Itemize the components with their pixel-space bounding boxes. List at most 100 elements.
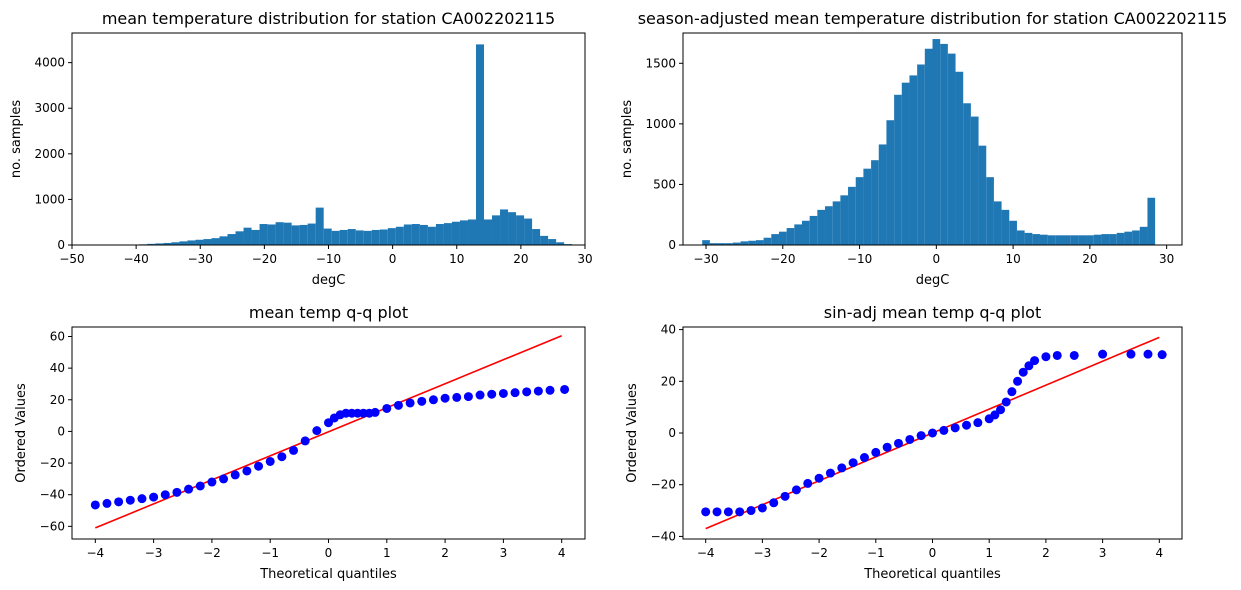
y-tick-label: 20 [661, 374, 676, 388]
histogram-bar [419, 224, 428, 245]
plot-area [90, 334, 570, 529]
histogram-bar [347, 229, 356, 245]
histogram-bar [748, 240, 756, 245]
data-point [545, 385, 555, 395]
x-tick-label: 3 [500, 546, 508, 560]
data-point [265, 456, 275, 466]
histogram-bar [195, 239, 204, 245]
histogram-bar [283, 222, 292, 245]
x-tick-label: −50 [59, 252, 84, 266]
data-point [452, 392, 462, 402]
data-point [219, 474, 229, 484]
data-point [254, 461, 264, 471]
data-point [837, 463, 847, 473]
histogram-bar [932, 39, 941, 245]
histogram-bar [1078, 235, 1087, 245]
x-tick-label: −30 [693, 252, 718, 266]
histogram-bar [725, 243, 733, 245]
histogram-bar [331, 230, 340, 245]
histogram-bar [259, 224, 268, 245]
y-tick-label: 60 [50, 329, 65, 343]
histogram-bar [1024, 232, 1033, 245]
y-tick-label: 500 [653, 177, 676, 191]
x-tick-label: 10 [1005, 252, 1020, 266]
data-point [533, 386, 543, 396]
x-tick-label: 0 [325, 546, 333, 560]
histogram-bar [1116, 232, 1125, 245]
histogram-bar [855, 177, 864, 245]
data-point [962, 420, 972, 430]
data-point [114, 497, 124, 507]
y-tick-label: 3000 [34, 101, 65, 115]
histogram-bar [901, 82, 910, 245]
histogram-bar [171, 242, 180, 245]
data-point [1041, 352, 1051, 362]
y-axis-label: Ordered Values [625, 383, 640, 483]
plot-area [123, 44, 573, 245]
histogram-bar [786, 228, 795, 245]
y-axis-label: Ordered Values [14, 383, 29, 483]
histogram-bar [1093, 234, 1102, 245]
x-tick-label: −20 [770, 252, 795, 266]
data-point [814, 473, 824, 483]
fit-line [95, 334, 562, 529]
histogram-bar [323, 228, 332, 245]
histogram-bar [809, 215, 818, 245]
histogram-bar [1032, 234, 1040, 245]
data-point [1069, 350, 1079, 360]
x-tick-label: 30 [1159, 252, 1174, 266]
y-tick-label: 4000 [34, 56, 65, 70]
data-point [1052, 350, 1062, 360]
histogram-bar [863, 168, 872, 245]
x-tick-label: −10 [847, 252, 872, 266]
data-point [871, 447, 881, 457]
y-axis-label: no. samples [620, 100, 635, 178]
data-point [701, 507, 711, 517]
histogram-bar [475, 44, 485, 245]
y-tick-label: 0 [668, 426, 676, 440]
histogram-bar [227, 234, 236, 245]
y-tick-label: −20 [651, 478, 676, 492]
histogram-bar [993, 201, 1002, 245]
x-tick-label: 0 [389, 252, 397, 266]
data-point [905, 434, 915, 444]
x-tick-label: −3 [754, 546, 772, 560]
histogram-bar [363, 230, 372, 245]
histogram-bar [451, 221, 460, 245]
histogram-bar [978, 145, 987, 245]
y-tick-label: 40 [50, 361, 65, 375]
y-tick-label: 1000 [645, 117, 676, 131]
histogram-bar [955, 71, 964, 245]
histogram-bar [771, 234, 779, 245]
y-tick-label: −40 [40, 488, 65, 502]
histogram-bar [163, 242, 172, 245]
data-point [195, 481, 205, 491]
histogram-bar [702, 240, 710, 245]
data-point [125, 495, 135, 505]
histogram-bar [940, 43, 948, 245]
x-tick-label: −4 [697, 546, 715, 560]
x-tick-label: −3 [145, 546, 163, 560]
histogram-bar [763, 237, 772, 245]
histogram-bar [500, 209, 509, 245]
data-point [746, 506, 756, 516]
chart-3: −4 −3 −2 −1 0 1 2 3 4 −60 −40 −20 0 20 40 60 mean temp q… [14, 303, 586, 582]
histogram-bar [251, 229, 260, 245]
data-point [769, 498, 779, 508]
data-point [312, 426, 322, 436]
histogram-bar [532, 229, 541, 245]
histogram-bar [825, 206, 833, 245]
data-point [780, 491, 790, 501]
data-point [848, 458, 858, 468]
histogram-bar [203, 239, 212, 245]
data-point [440, 393, 450, 403]
x-tick-label: 0 [933, 252, 941, 266]
x-tick-label: −10 [316, 252, 341, 266]
x-tick-label: 1 [383, 546, 391, 560]
x-axis-label: Theoretical quantiles [259, 567, 397, 582]
histogram-bar [1016, 230, 1025, 245]
histogram-bar [155, 243, 164, 245]
y-tick-label: 20 [50, 393, 65, 407]
histogram-bar [1132, 230, 1140, 245]
data-point [893, 438, 903, 448]
